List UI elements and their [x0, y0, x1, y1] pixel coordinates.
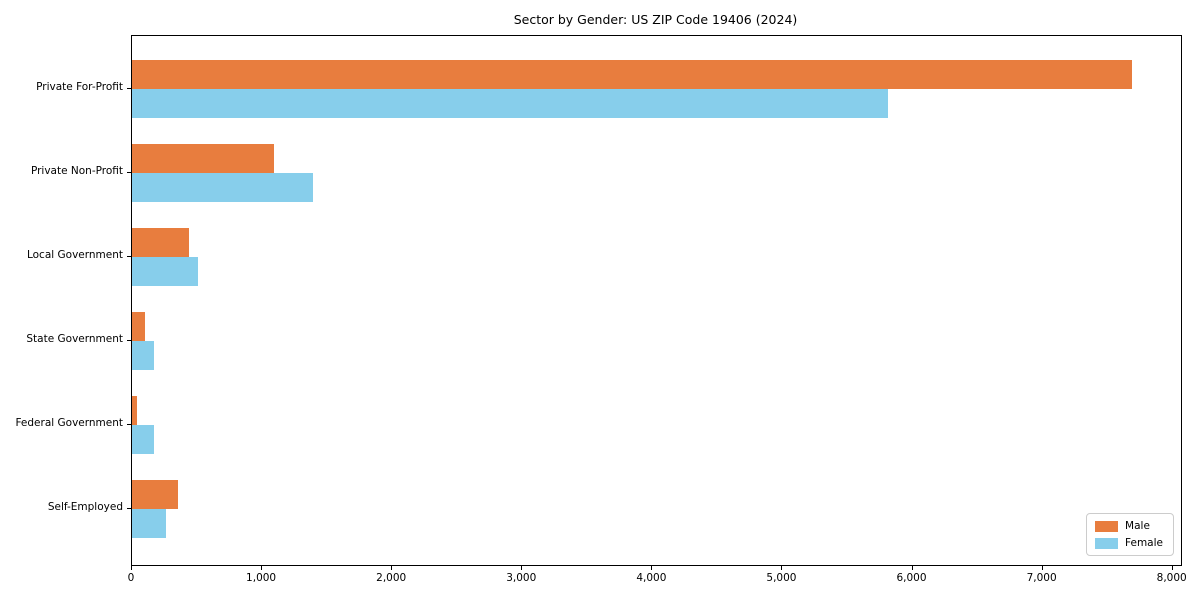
x-tick-mark — [781, 566, 783, 570]
bar-male-private-for-profit — [132, 60, 1133, 89]
legend-swatch-female — [1095, 537, 1119, 549]
y-tick-mark — [127, 424, 131, 425]
y-tick-label: Self-Employed — [47, 501, 123, 513]
legend-item-female: Female — [1095, 537, 1163, 549]
y-tick-label: Private Non-Profit — [30, 165, 123, 177]
legend-label: Male — [1125, 520, 1150, 532]
legend-label: Female — [1125, 537, 1163, 549]
bar-female-self-employed — [132, 509, 167, 538]
plot-area: Male Female — [131, 35, 1182, 566]
x-tick-mark — [911, 566, 913, 570]
bar-male-private-non-profit — [132, 144, 275, 173]
x-tick-label: 5,000 — [766, 572, 797, 584]
bar-female-federal-government — [132, 425, 155, 454]
x-tick-mark — [131, 566, 132, 570]
bar-female-private-for-profit — [132, 89, 888, 118]
y-tick-label: Federal Government — [15, 417, 123, 429]
x-tick-label: 6,000 — [896, 572, 927, 584]
x-tick-mark — [1041, 566, 1043, 570]
x-tick-label: 8,000 — [1156, 572, 1187, 584]
legend: Male Female — [1086, 513, 1174, 556]
x-tick-label: 7,000 — [1026, 572, 1057, 584]
y-tick-mark — [127, 172, 131, 173]
y-tick-label: Private For-Profit — [36, 81, 123, 93]
bar-male-federal-government — [132, 396, 138, 425]
x-tick-label: 1,000 — [246, 572, 277, 584]
x-tick-mark — [391, 566, 393, 570]
y-tick-mark — [127, 508, 131, 509]
bar-female-private-non-profit — [132, 173, 313, 202]
legend-swatch-male — [1095, 520, 1119, 532]
x-tick-mark — [1171, 566, 1173, 570]
x-tick-label: 0 — [127, 572, 135, 584]
x-tick-mark — [521, 566, 523, 570]
y-tick-label: Local Government — [26, 249, 123, 261]
bar-male-state-government — [132, 312, 145, 341]
x-tick-label: 3,000 — [506, 572, 537, 584]
x-tick-mark — [261, 566, 263, 570]
y-tick-mark — [127, 88, 131, 89]
y-tick-mark — [127, 256, 131, 257]
legend-item-male: Male — [1095, 520, 1163, 532]
x-tick-mark — [651, 566, 653, 570]
y-tick-mark — [127, 340, 131, 341]
bar-female-local-government — [132, 257, 199, 286]
bar-male-local-government — [132, 228, 190, 257]
chart-title: Sector by Gender: US ZIP Code 19406 (202… — [513, 12, 798, 27]
bar-female-state-government — [132, 341, 155, 370]
x-tick-label: 2,000 — [376, 572, 407, 584]
y-tick-label: State Government — [26, 333, 123, 345]
bar-male-self-employed — [132, 480, 178, 509]
x-tick-label: 4,000 — [636, 572, 667, 584]
